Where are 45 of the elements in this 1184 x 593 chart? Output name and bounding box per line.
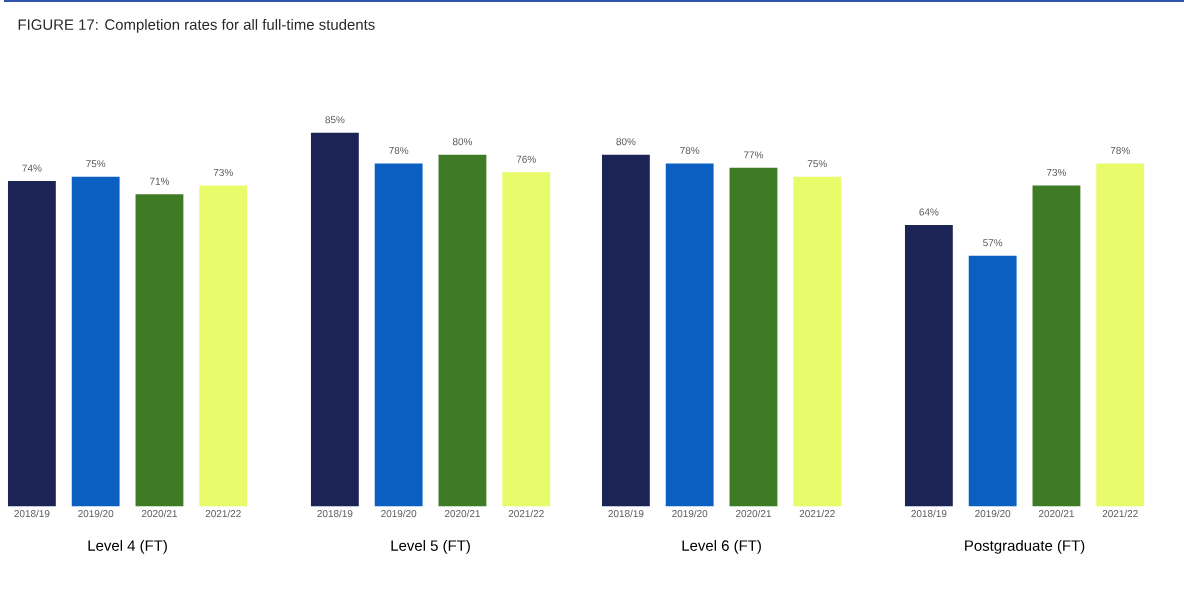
data-label: 75%	[807, 160, 827, 168]
bar	[729, 167, 778, 507]
data-label: 73%	[1046, 168, 1067, 176]
data-label: 78%	[680, 146, 700, 154]
data-label: 75%	[86, 160, 106, 168]
data-label: 57%	[983, 239, 1003, 247]
data-label: 85%	[325, 116, 345, 124]
x-tick-label: 2021/22	[205, 509, 241, 518]
data-label: 71%	[150, 177, 170, 185]
x-tick-label: 2019/20	[975, 509, 1011, 518]
x-tick-label: 2018/19	[608, 509, 644, 518]
bar	[601, 154, 650, 507]
x-tick-label: 2020/21	[1038, 509, 1074, 518]
x-axis-title: Level 6 (FT)	[682, 539, 761, 554]
bar	[665, 163, 714, 507]
x-tick-label: 2019/20	[78, 509, 114, 518]
x-tick-label: 2018/19	[911, 509, 947, 518]
bar	[1032, 185, 1081, 507]
data-label: 76%	[516, 155, 536, 163]
x-axis-title: Postgraduate (FT)	[965, 539, 1085, 554]
x-tick-label: 2021/22	[508, 509, 544, 518]
x-tick-label: 2018/19	[14, 509, 50, 518]
data-label: 78%	[1110, 146, 1130, 154]
x-axis-title: Level 5 (FT)	[391, 539, 470, 554]
data-label: 77%	[744, 151, 764, 159]
data-label: 73%	[213, 168, 233, 176]
data-label: 64%	[919, 208, 939, 216]
x-tick-label: 2018/19	[317, 509, 353, 518]
data-label: 78%	[389, 146, 409, 154]
x-axis-title: Level 4 (FT)	[88, 539, 167, 554]
x-tick-label: 2021/22	[799, 509, 835, 518]
bar	[1096, 163, 1145, 507]
bar	[968, 255, 1017, 507]
bar	[904, 225, 953, 507]
x-tick-label: 2019/20	[672, 509, 708, 518]
x-tick-label: 2020/21	[444, 509, 480, 518]
x-tick-label: 2020/21	[141, 509, 177, 518]
bar	[793, 176, 842, 507]
data-label: 80%	[452, 138, 473, 146]
data-label: 74%	[22, 164, 42, 172]
data-label: 80%	[616, 138, 636, 146]
x-tick-label: 2020/21	[735, 509, 771, 518]
chart-title: FIGURE 17: Completion rates for all full-time students	[18, 18, 375, 33]
x-tick-label: 2021/22	[1102, 509, 1138, 518]
x-tick-label: 2019/20	[381, 509, 417, 518]
